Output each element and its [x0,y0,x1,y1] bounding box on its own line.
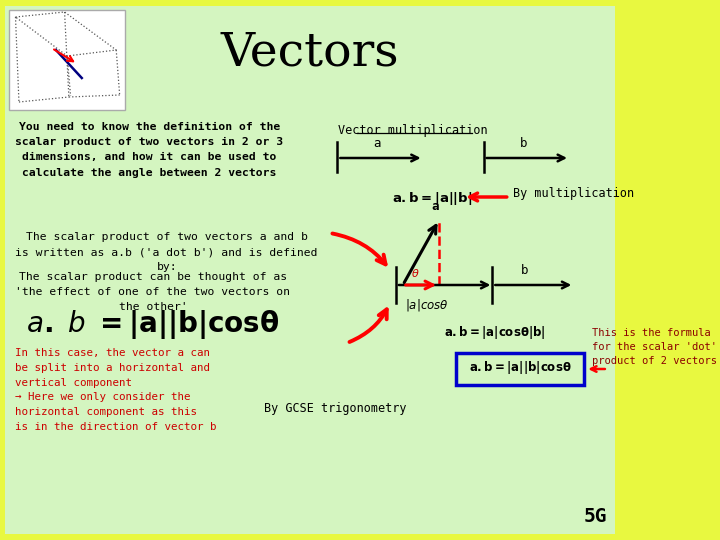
Text: b: b [520,137,527,150]
Text: You need to know the definition of the
scalar product of two vectors in 2 or 3
d: You need to know the definition of the s… [16,122,284,178]
Text: $\mathbf{a.b = |a|cos\theta|b|}$: $\mathbf{a.b = |a|cos\theta|b|}$ [444,324,546,341]
Bar [456,353,584,385]
Text: In this case, the vector a can
be split into a horizontal and
vertical component: In this case, the vector a can be split … [16,348,217,432]
Text: $|a|cos\theta$: $|a|cos\theta$ [405,297,449,313]
Text: The scalar product can be thought of as
'the effect of one of the two vectors on: The scalar product can be thought of as … [16,272,290,313]
Text: a: a [373,137,381,150]
Text: $\mathit{a}$$\mathbf{.}$ $\mathit{b}$ $\mathbf{= |a||b|cos\theta}$: $\mathit{a}$$\mathbf{.}$ $\mathit{b}$ $\… [26,308,279,341]
Text: Vectors: Vectors [220,30,399,75]
Text: By GCSE trigonometry: By GCSE trigonometry [264,402,407,415]
Text: $\mathbf{a.b = |a||b|}$: $\mathbf{a.b = |a||b|}$ [392,190,472,207]
Bar [9,10,125,110]
Text: $\theta$: $\theta$ [410,267,419,279]
Text: 5G: 5G [583,507,607,526]
Text: This is the formula
for the scalar 'dot'
product of 2 vectors: This is the formula for the scalar 'dot'… [593,328,717,366]
Text: The scalar product of two vectors a and b
is written as a.b ('a dot b') and is d: The scalar product of two vectors a and … [16,232,318,272]
Text: By multiplication: By multiplication [513,186,634,199]
Text: a: a [431,200,438,213]
Text: b: b [521,264,529,277]
Text: $\mathbf{a.b = |a||b|cos\theta}$: $\mathbf{a.b = |a||b|cos\theta}$ [469,359,571,375]
Text: Vector multiplication: Vector multiplication [338,124,488,137]
